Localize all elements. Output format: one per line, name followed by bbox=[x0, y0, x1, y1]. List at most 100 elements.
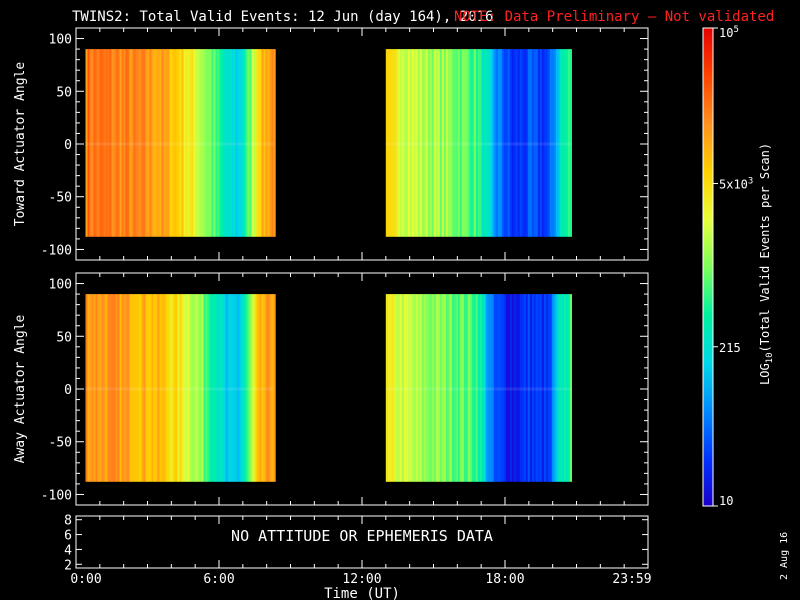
toward-heatmap bbox=[85, 49, 572, 237]
heatmap-column bbox=[229, 49, 232, 237]
heatmap-column bbox=[255, 49, 258, 237]
heatmap-column bbox=[473, 49, 476, 237]
heatmap-column bbox=[97, 294, 100, 482]
heatmap-column bbox=[489, 49, 492, 237]
heatmap-column bbox=[461, 294, 464, 482]
heatmap-column bbox=[525, 49, 528, 237]
heatmap-column bbox=[509, 49, 512, 237]
heatmap-column bbox=[525, 294, 528, 482]
heatmap-column bbox=[539, 49, 542, 237]
heatmap-column bbox=[467, 294, 470, 482]
heatmap-column bbox=[431, 294, 434, 482]
heatmap-column bbox=[117, 294, 120, 482]
heatmap-column bbox=[211, 294, 214, 482]
heatmap-column bbox=[439, 294, 442, 482]
heatmap-column bbox=[533, 49, 536, 237]
heatmap-column bbox=[403, 294, 406, 482]
heatmap-column bbox=[559, 294, 562, 482]
heatmap-column bbox=[273, 294, 276, 482]
heatmap-column bbox=[165, 49, 168, 237]
heatmap-column bbox=[393, 294, 396, 482]
heatmap-column bbox=[401, 294, 404, 482]
heatmap-column bbox=[269, 49, 272, 237]
heatmap-column bbox=[489, 294, 492, 482]
heatmap-column bbox=[153, 49, 156, 237]
heatmap-column bbox=[457, 294, 460, 482]
heatmap-column bbox=[145, 49, 148, 237]
heatmap-column bbox=[99, 294, 102, 482]
heatmap-column bbox=[223, 49, 226, 237]
heatmap-column bbox=[497, 49, 500, 237]
heatmap-column bbox=[259, 49, 262, 237]
heatmap-column bbox=[259, 294, 262, 482]
heatmap-column bbox=[237, 49, 240, 237]
heatmap-column bbox=[183, 294, 186, 482]
heatmap-column bbox=[409, 49, 412, 237]
heatmap-column bbox=[229, 294, 232, 482]
heatmap-column bbox=[445, 294, 448, 482]
heatmap-column bbox=[93, 49, 96, 237]
heatmap-column bbox=[191, 49, 194, 237]
colorbar-tick-label: 105 bbox=[719, 25, 739, 40]
heatmap-column bbox=[213, 49, 216, 237]
heatmap-column bbox=[437, 49, 440, 237]
heatmap-column bbox=[207, 294, 210, 482]
heatmap-column bbox=[109, 49, 112, 237]
heatmap-column bbox=[187, 294, 190, 482]
heatmap-block bbox=[385, 294, 572, 482]
heatmap-column bbox=[505, 49, 508, 237]
heatmap-column bbox=[127, 294, 130, 482]
heatmap-column bbox=[455, 49, 458, 237]
heatmap-column bbox=[427, 294, 430, 482]
heatmap-column bbox=[547, 294, 550, 482]
y-tick-label: 2 bbox=[64, 558, 72, 573]
heatmap-column bbox=[501, 49, 504, 237]
heatmap-column bbox=[165, 294, 168, 482]
heatmap-column bbox=[167, 49, 170, 237]
heatmap-column bbox=[419, 294, 422, 482]
heatmap-column bbox=[211, 49, 214, 237]
heatmap-column bbox=[177, 49, 180, 237]
heatmap-column bbox=[215, 294, 218, 482]
heatmap-column bbox=[529, 294, 532, 482]
heatmap-column bbox=[415, 49, 418, 237]
heatmap-column bbox=[443, 49, 446, 237]
heatmap-column bbox=[451, 49, 454, 237]
heatmap-column bbox=[551, 294, 554, 482]
heatmap-column bbox=[397, 294, 400, 482]
heatmap-column bbox=[113, 49, 116, 237]
heatmap-column bbox=[213, 294, 216, 482]
heatmap-column bbox=[477, 294, 480, 482]
date-stamp: 2 Aug 16 bbox=[779, 532, 790, 580]
heatmap-column bbox=[249, 294, 252, 482]
away-heatmap bbox=[85, 294, 572, 482]
heatmap-column bbox=[569, 49, 572, 237]
heatmap-column bbox=[545, 49, 548, 237]
heatmap-column bbox=[93, 294, 96, 482]
heatmap-column bbox=[119, 294, 122, 482]
heatmap-column bbox=[503, 49, 506, 237]
heatmap-column bbox=[107, 49, 110, 237]
heatmap-column bbox=[411, 49, 414, 237]
heatmap-column bbox=[555, 294, 558, 482]
heatmap-column bbox=[569, 294, 572, 482]
heatmap-column bbox=[517, 49, 520, 237]
heatmap-block bbox=[385, 49, 572, 237]
heatmap-column bbox=[561, 294, 564, 482]
heatmap-column bbox=[391, 49, 394, 237]
colorbar-tick-label: 10 bbox=[719, 494, 733, 508]
heatmap-column bbox=[447, 49, 450, 237]
heatmap-column bbox=[479, 294, 482, 482]
heatmap-column bbox=[185, 49, 188, 237]
heatmap-column bbox=[95, 49, 98, 237]
heatmap-column bbox=[137, 294, 140, 482]
heatmap-column bbox=[149, 49, 152, 237]
heatmap-column bbox=[185, 294, 188, 482]
heatmap-column bbox=[163, 294, 166, 482]
heatmap-column bbox=[157, 294, 160, 482]
heatmap-column bbox=[403, 49, 406, 237]
heatmap-column bbox=[499, 49, 502, 237]
colorbar-ticks: 10 215 5x103 105 bbox=[713, 25, 753, 508]
heatmap-column bbox=[145, 294, 148, 482]
